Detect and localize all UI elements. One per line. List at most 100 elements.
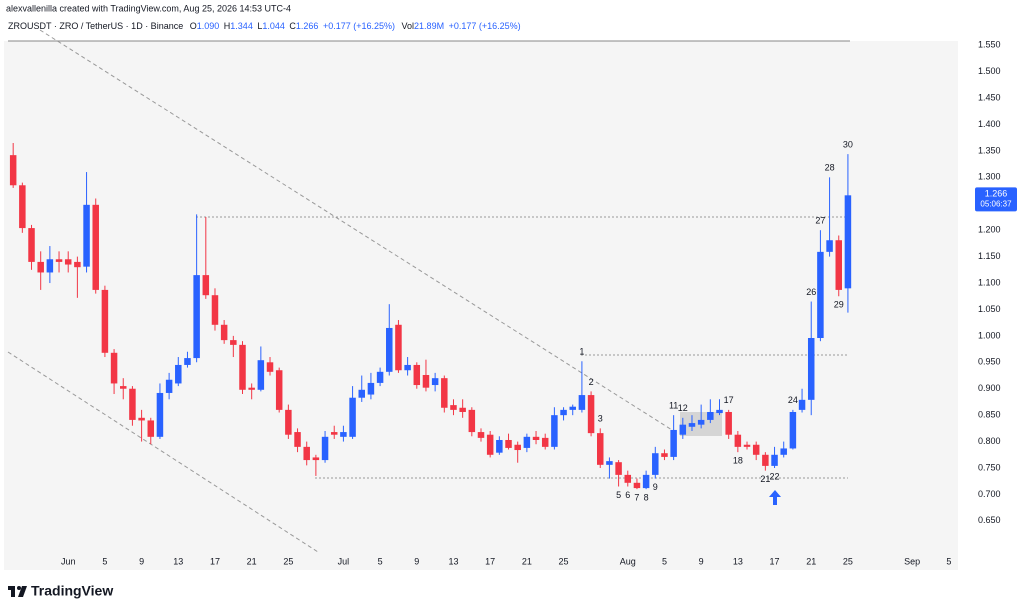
candle-body — [615, 462, 622, 475]
ohlc-key: H — [224, 21, 231, 31]
logo-mark — [11, 586, 15, 597]
y-tick-label: 1.000 — [978, 330, 1001, 340]
candle-body — [230, 340, 237, 345]
candle-body — [358, 389, 365, 398]
candle-body — [28, 228, 35, 262]
y-tick-label: 1.400 — [978, 119, 1001, 129]
candle-body — [743, 444, 751, 447]
x-tick-label: 5 — [662, 556, 667, 566]
x-tick-label: 13 — [173, 556, 183, 566]
candle-body — [532, 436, 540, 440]
annotation: 3 — [598, 414, 603, 424]
y-tick-label: 0.850 — [978, 410, 1001, 420]
trendline — [39, 29, 673, 431]
candle-body — [752, 444, 760, 455]
candle-body — [780, 448, 787, 455]
candle-body — [569, 406, 576, 410]
y-tick-label: 1.450 — [978, 92, 1001, 102]
candle-body — [330, 432, 338, 435]
candle-body — [239, 344, 246, 390]
x-tick-label: 13 — [733, 556, 743, 566]
annotation: 6 — [625, 490, 630, 500]
y-tick-label: 0.900 — [978, 383, 1001, 393]
ohlc-value: 1.344 — [230, 21, 253, 31]
candle-body — [386, 327, 393, 372]
candle-body — [46, 259, 54, 273]
x-tick-label: Jun — [61, 556, 76, 566]
candle-body — [716, 409, 723, 414]
ohlc-key: O — [190, 21, 197, 31]
y-tick-label: 1.500 — [978, 66, 1001, 76]
volume-change: +0.177 (+16.25%) — [449, 21, 521, 31]
y-tick-label: 1.150 — [978, 251, 1001, 261]
ohlc-value: 1.090 — [197, 21, 220, 31]
candle-body — [340, 432, 347, 437]
candle-body — [165, 379, 173, 393]
annotation: 2 — [589, 377, 594, 387]
candle-body — [193, 275, 200, 359]
y-tick-label: 1.350 — [978, 145, 1001, 155]
y-tick-label: 1.050 — [978, 304, 1001, 314]
candle-body — [505, 439, 512, 448]
candle-body — [257, 360, 265, 390]
trendline — [7, 351, 319, 553]
y-tick-label: 1.550 — [978, 40, 1001, 50]
candle-body — [441, 378, 448, 408]
volume-key: Vol — [402, 21, 415, 31]
candle-body — [101, 289, 109, 353]
candle-body — [541, 437, 549, 447]
candle-body — [147, 420, 155, 437]
annotation: 9 — [653, 482, 658, 492]
candle-body — [459, 407, 466, 412]
change: +0.177 (+16.25%) — [323, 21, 395, 31]
candle-body — [514, 444, 521, 451]
candle-body — [670, 429, 677, 457]
candle-body — [175, 364, 182, 384]
candle-body — [349, 397, 356, 437]
x-tick-label: 25 — [843, 556, 853, 566]
x-tick-label: 25 — [283, 556, 293, 566]
logo: TradingView — [8, 583, 113, 599]
ohlc-key: L — [257, 21, 262, 31]
annotation: 7 — [634, 493, 639, 503]
ohlc-value: 1.266 — [296, 21, 319, 31]
candle-body — [578, 395, 586, 410]
x-tick-label: 17 — [210, 556, 220, 566]
annotation: 26 — [806, 287, 816, 297]
candle-body — [9, 155, 17, 186]
annotation: 5 — [616, 490, 621, 500]
annotation: 17 — [724, 395, 734, 405]
candle-body — [496, 439, 503, 453]
x-tick-label: 17 — [770, 556, 780, 566]
legend: ZROUSDT · ZRO / TetherUS · 1D · Binance … — [8, 21, 521, 31]
candle-body — [807, 338, 815, 400]
candle-body — [413, 364, 421, 386]
annotation: 30 — [843, 139, 853, 149]
candle-body — [248, 387, 255, 390]
candle-body — [275, 370, 283, 410]
candle-body — [431, 378, 439, 386]
arrow-up — [769, 490, 781, 505]
annotation: 24 — [788, 395, 798, 405]
x-tick-label: 21 — [247, 556, 257, 566]
candle-body — [395, 324, 402, 371]
candle-body — [789, 411, 797, 449]
price-tag-label: 1.266 — [985, 189, 1008, 199]
candle-body — [551, 415, 558, 447]
candle-body — [312, 457, 320, 461]
ohlc-value: 1.044 — [262, 21, 285, 31]
x-tick-label: Sep — [904, 556, 920, 566]
candle-body — [404, 364, 411, 371]
annotation: 27 — [815, 216, 825, 226]
candle-body — [285, 409, 292, 435]
candle-body — [64, 259, 72, 265]
candle-body — [697, 419, 705, 425]
plot-background — [4, 41, 958, 570]
annotation: 12 — [678, 403, 688, 413]
annotation: 21 — [760, 474, 770, 484]
price-tag-countdown: 05:06:37 — [980, 199, 1012, 208]
candle-body — [450, 405, 457, 410]
price-tag — [975, 187, 1017, 212]
y-tick-label: 0.700 — [978, 489, 1001, 499]
candle-body — [468, 409, 476, 433]
